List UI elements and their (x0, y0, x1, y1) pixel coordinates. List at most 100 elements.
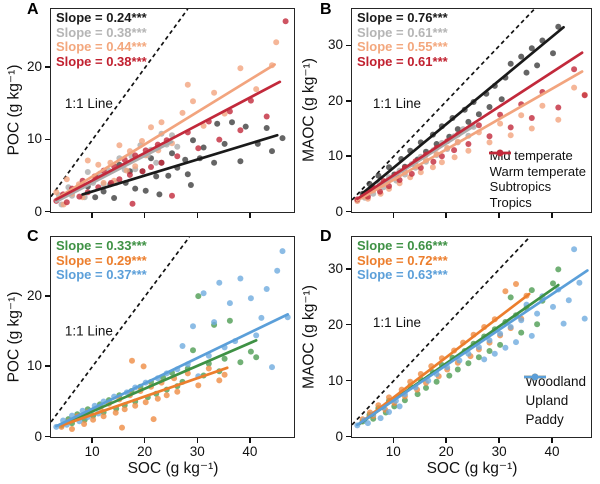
x-tick-label: 30 (189, 444, 205, 459)
slope-label: Slope = 0.33*** (56, 238, 147, 253)
slope-label: Slope = 0.61*** (357, 24, 448, 40)
panel-letter-B: B (320, 1, 332, 18)
legend: Mid temperate Warm temperate Subtropics Tro… (488, 148, 586, 210)
legend-label: Subtropics (489, 179, 552, 195)
legend-item-upland: Upland (523, 373, 586, 410)
x-tick-mark (498, 438, 500, 443)
trend-line-upland (358, 292, 531, 425)
plot-area-B: 1:1 Line Slope = 0.76*** Slope = 0.61*** S… (351, 8, 592, 213)
trend-line-paddy (54, 312, 290, 428)
y-axis-title-maoc-b: MAOC (g kg⁻¹) (300, 58, 318, 162)
plot-area-C: 1:1 Line Slope = 0.33*** Slope = 0.29*** S… (50, 236, 295, 438)
trend-line-woodland (60, 339, 258, 427)
y-tick-label: 10 (26, 358, 42, 374)
panel-letter-A: A (27, 1, 39, 18)
x-tick-mark (196, 438, 199, 443)
y-tick-label: 20 (327, 316, 343, 332)
trend-line-tropics (355, 51, 584, 201)
slope-label: Slope = 0.24*** (56, 10, 147, 25)
x-tick-mark (445, 213, 447, 218)
x-tick-mark (392, 438, 395, 443)
y-tick-label: 30 (327, 260, 343, 276)
y-tick-mark (346, 210, 351, 213)
slope-annotations-A: Slope = 0.24*** Slope = 0.38*** Slope = 0.… (56, 10, 147, 69)
x-tick-mark (143, 213, 146, 218)
y-tick-mark (346, 44, 351, 47)
slope-label: Slope = 0.76*** (357, 10, 448, 25)
one-to-one-label: 1:1 Line (373, 96, 421, 111)
y-tick-label: 10 (327, 372, 343, 388)
x-axis-title-right: SOC (g kg⁻¹) (426, 460, 518, 477)
scatter-svg-A: 1:1 Line (51, 9, 289, 208)
plot-area-D: 1:1 Line Slope = 0.66*** Slope = 0.72*** S… (351, 236, 592, 438)
y-tick-label: 0 (34, 203, 42, 219)
plot-area-A: 1:1 Line Slope = 0.24*** Slope = 0.38*** S… (50, 8, 295, 213)
slope-label: Slope = 0.61*** (357, 53, 448, 69)
x-tick-mark (249, 213, 251, 218)
one-to-one-label: 1:1 Line (373, 315, 421, 330)
trend-line-upland (60, 366, 229, 427)
y-tick-mark (45, 66, 50, 68)
legend-label: Tropics (489, 194, 532, 210)
slope-label: Slope = 0.29*** (56, 252, 147, 268)
trend-line-paddy (355, 269, 589, 427)
trend-line-subtropics (355, 70, 584, 202)
scatter-series-woodland (58, 293, 260, 429)
y-tick-label: 20 (26, 287, 42, 303)
y-tick-label: 0 (335, 428, 343, 444)
panel-letter-C: C (27, 228, 39, 245)
slope-label: Slope = 0.63*** (357, 267, 448, 282)
x-tick-mark (196, 213, 199, 218)
scatter-svg-C: 1:1 Line (51, 237, 291, 432)
scatter-svg-D: 1:1 Line (352, 237, 589, 429)
scatter-series-upland (359, 281, 530, 423)
x-tick-mark (249, 438, 251, 443)
y-tick-label: 0 (335, 203, 343, 219)
legend-item-tropics: Tropics (488, 149, 586, 211)
slope-annotations-C: Slope = 0.33*** Slope = 0.29*** Slope = 0.… (56, 238, 147, 283)
slope-annotations-D: Slope = 0.66*** Slope = 0.72*** Slope = 0.… (357, 238, 448, 283)
y-tick-mark (346, 155, 351, 157)
x-tick-label: 40 (242, 444, 258, 459)
y-tick-mark (346, 379, 351, 382)
trend-line-subtropics (54, 63, 276, 201)
panel-letter-D: D (320, 228, 332, 245)
y-tick-mark (45, 435, 50, 438)
legend-item-subtropics: Subtropics (488, 149, 586, 195)
y-tick-mark (45, 295, 50, 297)
x-tick-label: 20 (438, 444, 454, 459)
y-tick-mark (45, 138, 50, 141)
x-tick-mark (143, 438, 146, 443)
x-tick-mark (445, 438, 447, 443)
x-tick-label: 40 (544, 444, 560, 459)
slope-label: Slope = 0.55*** (357, 39, 448, 54)
x-tick-label: 30 (491, 444, 507, 459)
x-tick-mark (498, 213, 500, 218)
legend-label: Paddy (525, 412, 564, 427)
legend-key-icon (524, 373, 547, 381)
slope-label: Slope = 0.38*** (56, 53, 147, 69)
y-tick-label: 20 (327, 92, 343, 108)
slope-label: Slope = 0.66*** (357, 238, 448, 253)
trend-line-mid-temperate (81, 133, 279, 196)
x-tick-mark (551, 213, 553, 218)
x-tick-mark (91, 438, 93, 443)
y-tick-label: 0 (34, 428, 42, 444)
scatter-series-subtropics (53, 39, 280, 208)
one-to-one-label: 1:1 Line (65, 96, 113, 111)
y-tick-mark (45, 210, 50, 213)
one-to-one-line (51, 9, 189, 198)
x-tick-mark (392, 213, 395, 218)
legend-item-paddy: Paddy (523, 373, 586, 429)
slope-label: Slope = 0.38*** (56, 24, 147, 40)
scatter-svg-B: 1:1 Line (352, 9, 588, 204)
trend-line-tropics (54, 80, 282, 201)
x-axis-title-left: SOC (g kg⁻¹) (127, 460, 219, 477)
slope-label: Slope = 0.72*** (357, 252, 448, 268)
y-tick-mark (346, 435, 351, 438)
slope-label: Slope = 0.44*** (56, 39, 147, 54)
legend-label: Upland (525, 393, 569, 408)
x-tick-mark (551, 438, 553, 443)
legend-item-warm-temperate: Warm temperate (488, 149, 586, 180)
